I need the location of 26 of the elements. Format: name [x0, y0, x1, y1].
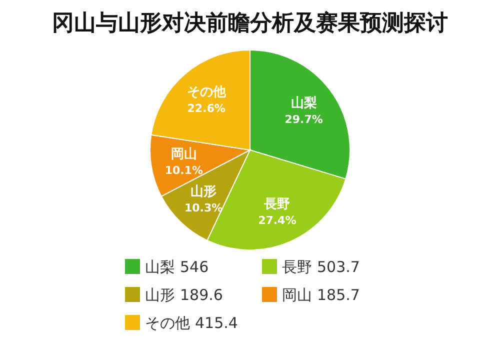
- slice-label: 山梨: [290, 95, 317, 112]
- legend-item: その他: [125, 314, 190, 332]
- data-label: 29.7%: [284, 113, 323, 126]
- text: 415.4: [195, 314, 238, 332]
- text: 546: [180, 258, 209, 276]
- data-label: 10.1%: [164, 164, 203, 177]
- chart-title: 冈山与山形对决前瞻分析及赛果预测探讨: [52, 10, 448, 36]
- slice-label: 山形: [190, 184, 217, 200]
- legend-label: 山形: [145, 286, 175, 304]
- legend-label: 長野: [282, 258, 312, 276]
- data-label: 22.6%: [187, 102, 226, 116]
- text: 185.7: [317, 286, 360, 304]
- data-label: 27.4%: [258, 214, 296, 228]
- text: 189.6: [180, 286, 223, 304]
- slice-label: 岡山: [170, 146, 197, 162]
- legend-label: 岡山: [282, 286, 312, 304]
- legend-item: 長野: [262, 258, 312, 276]
- legend-item: 岡山: [262, 286, 312, 304]
- slice-label: その他: [186, 85, 227, 100]
- legend-item: 山梨: [125, 258, 175, 276]
- text: 503.7: [317, 258, 360, 276]
- legend-item: 山形: [125, 286, 175, 304]
- data-label: 10.3%: [184, 201, 223, 214]
- legend-label: その他: [145, 314, 190, 332]
- slice-label: 長野: [263, 197, 290, 212]
- legend-label: 山梨: [145, 258, 175, 276]
